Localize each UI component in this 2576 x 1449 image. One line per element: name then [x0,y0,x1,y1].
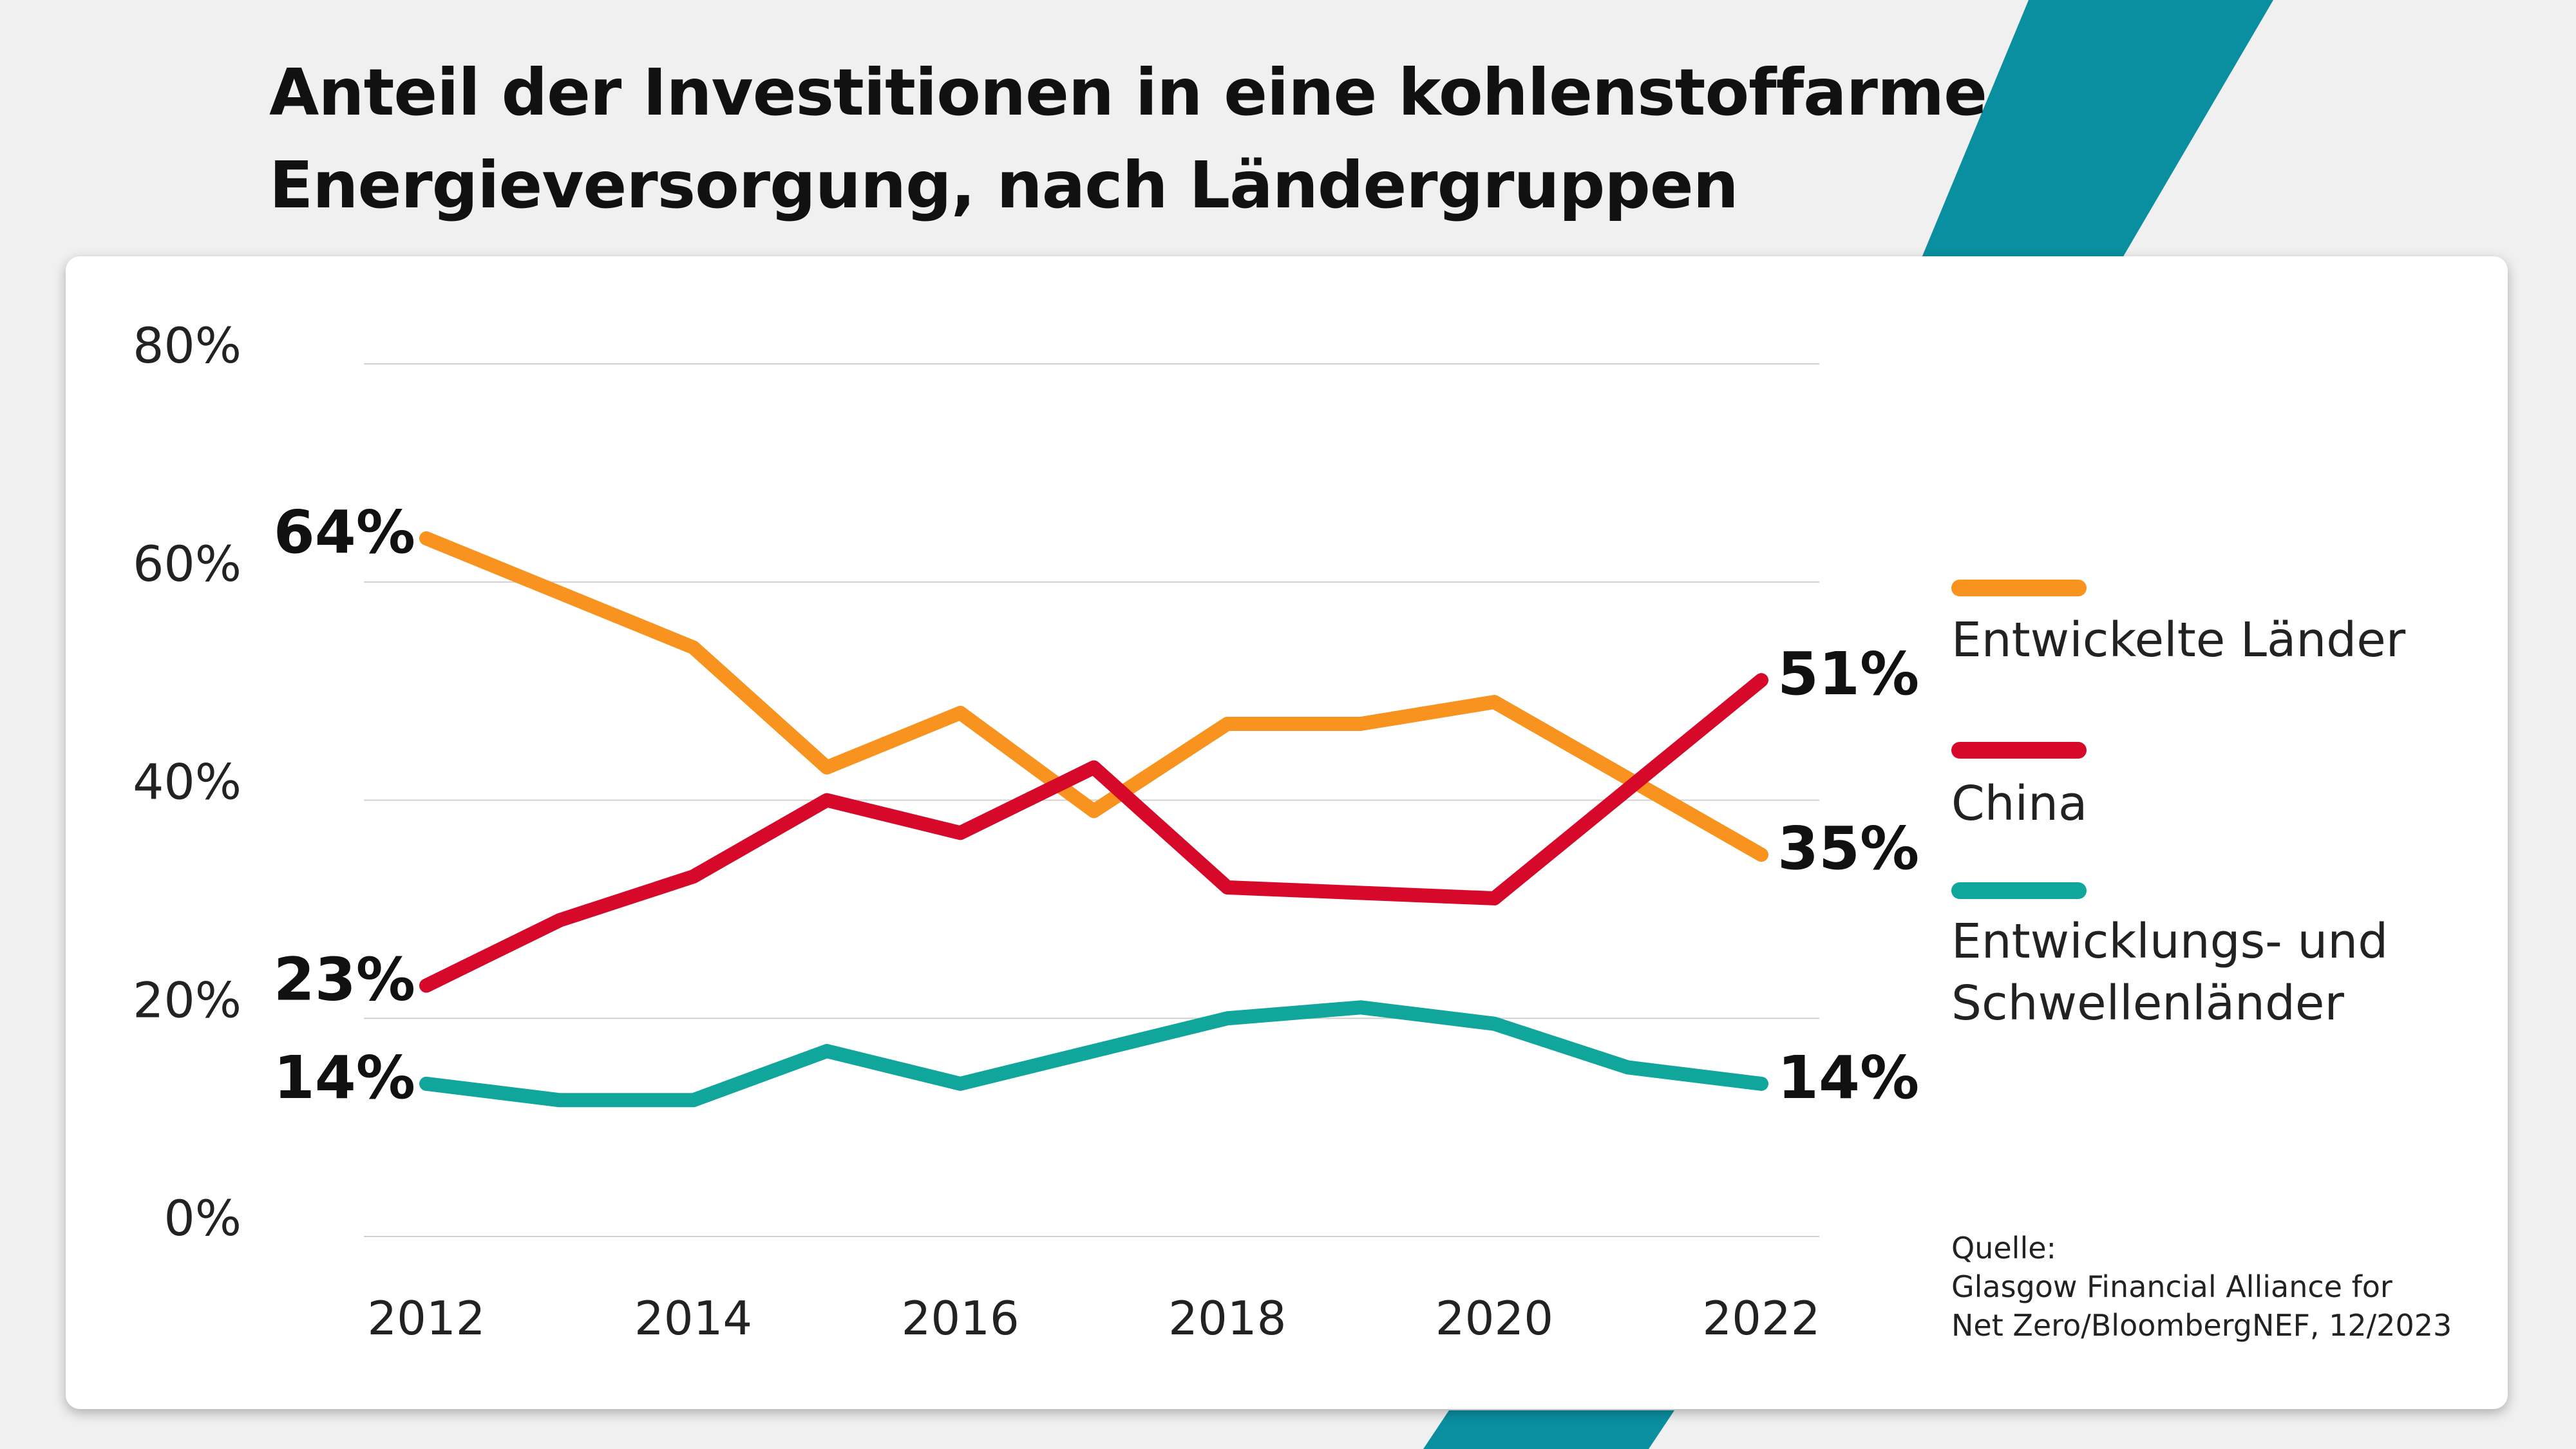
chart-card [66,256,2508,1409]
source-line-1: Glasgow Financial Alliance for [1951,1269,2392,1304]
source-label: Quelle: [1951,1231,2057,1265]
series-start-label-1: 23% [274,945,415,1014]
y-tick-label-20pct: 20% [133,971,242,1028]
legend-swatch-entwicklungslaender [1951,882,2087,899]
source-note: Quelle: Glasgow Financial Alliance for N… [1951,1229,2505,1345]
x-tick-label-2014: 2014 [634,1291,752,1345]
series-end-label-0: 35% [1777,814,1919,883]
series-end-label-2: 14% [1777,1043,1919,1112]
bottom-accent-stripe [1423,1410,1674,1449]
y-tick-label-80pct: 80% [133,317,242,374]
x-tick-label-2012: 2012 [367,1291,485,1345]
top-accent-stripe [1922,0,2273,258]
series-start-label-0: 64% [274,498,415,567]
y-tick-label-0pct: 0% [164,1189,242,1247]
legend-label-china: China [1951,776,2088,831]
source-line-2: Net Zero/BloombergNEF, 12/2023 [1951,1308,2452,1343]
legend-swatch-china [1951,742,2087,759]
legend-label-entwickelte-laender: Entwickelte Länder [1951,612,2406,668]
legend-swatch-entwickelte-laender [1951,580,2087,596]
y-tick-label-40pct: 40% [133,753,242,811]
series-line-2 [419,1000,1768,1108]
y-tick-label-60pct: 60% [133,535,242,592]
series-start-label-2: 14% [274,1043,415,1112]
x-tick-label-2020: 2020 [1435,1291,1553,1345]
x-tick-label-2016: 2016 [902,1291,1019,1345]
series-end-label-1: 51% [1777,639,1919,708]
chart-title: Anteil der Investitionen in eine kohlens… [269,55,1987,223]
series-line-0 [419,531,1768,862]
series-line-1 [419,673,1768,993]
legend-label-entwicklungslaender: Entwicklungs- und Schwellenländer [1951,914,2389,1031]
x-tick-label-2018: 2018 [1168,1291,1286,1345]
x-tick-label-2022: 2022 [1702,1291,1820,1345]
